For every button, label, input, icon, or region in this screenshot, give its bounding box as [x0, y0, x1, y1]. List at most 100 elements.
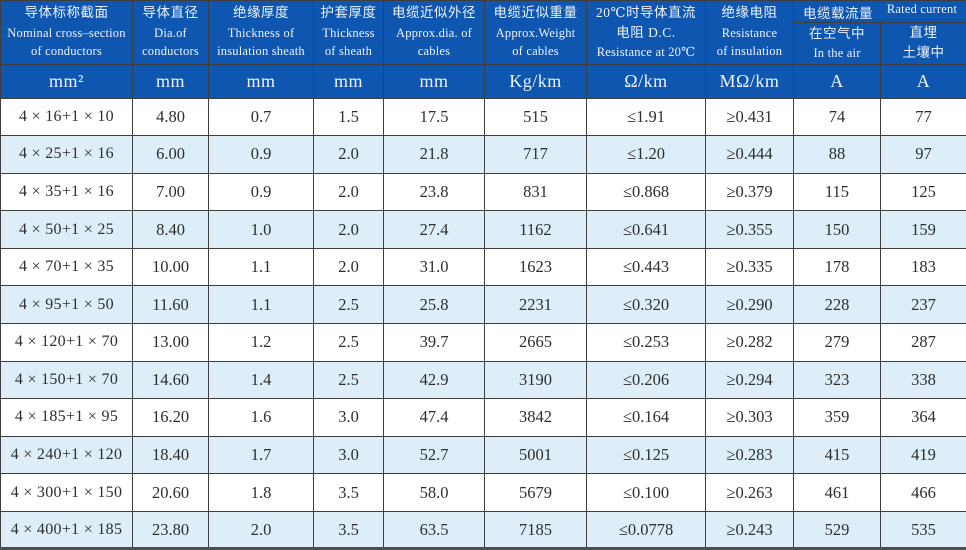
header-line-en: Nominal cross–section — [3, 24, 130, 43]
table-cell: ≤1.91 — [587, 98, 706, 136]
header-line-zh: 护套厚度 — [316, 3, 381, 23]
table-cell: 42.9 — [384, 361, 485, 399]
unit-cell: Ω/km — [587, 64, 706, 98]
table-cell: 3.0 — [314, 436, 384, 474]
table-cell: ≤0.253 — [587, 323, 706, 361]
header-line-en: of sheath — [316, 42, 381, 61]
header-line-zh: 土壤中 — [883, 43, 964, 63]
unit-cell: mm — [133, 64, 209, 98]
header-line-zh: 导体直径 — [135, 3, 206, 23]
header-line-en: Dia.of — [135, 24, 206, 43]
table-cell: 13.00 — [133, 323, 209, 361]
col-header-rated-current-group: 电缆载流量 Rated current — [794, 1, 966, 23]
table-cell: 16.20 — [133, 399, 209, 437]
table-cell: 2.5 — [314, 286, 384, 324]
table-cell: 359 — [794, 399, 881, 437]
table-cell: 4 × 35+1 × 16 — [1, 173, 133, 211]
table-cell: 4 × 70+1 × 35 — [1, 248, 133, 286]
table-cell: 7.00 — [133, 173, 209, 211]
col-header-insulation-thickness: 绝缘厚度 Thickness of insulation sheath — [209, 1, 314, 65]
table-cell: 20.60 — [133, 474, 209, 512]
col-header-approx-diameter: 电缆近似外径 Approx.dia. of cables — [384, 1, 485, 65]
header-line-zh: 电缆近似外径 — [386, 3, 482, 23]
table-cell: 4 × 50+1 × 25 — [1, 211, 133, 249]
header-line-en: of cables — [487, 42, 584, 61]
header-line-en: Resistance — [708, 24, 791, 43]
table-cell: 287 — [881, 323, 966, 361]
table-cell: ≥0.379 — [706, 173, 794, 211]
table-cell: ≤0.125 — [587, 436, 706, 474]
unit-cell: mm² — [1, 64, 133, 98]
table-cell: ≤0.443 — [587, 248, 706, 286]
table-header: 导体标称截面 Nominal cross–section of conducto… — [1, 1, 966, 99]
table-cell: 1.1 — [209, 286, 314, 324]
col-header-buried-in-soil: 直埋 土壤中 — [881, 23, 966, 65]
header-line-en: cables — [386, 42, 482, 61]
table-cell: 97 — [881, 136, 966, 174]
header-line-zh: 电缆近似重量 — [487, 3, 584, 23]
table-cell: 1.2 — [209, 323, 314, 361]
table-cell: 419 — [881, 436, 966, 474]
table-cell: 4 × 95+1 × 50 — [1, 286, 133, 324]
rated-current-split: 电缆载流量 Rated current — [796, 2, 964, 22]
table-cell: 1.6 — [209, 399, 314, 437]
table-cell: 4 × 150+1 × 70 — [1, 361, 133, 399]
table-cell: 3.0 — [314, 399, 384, 437]
rated-current-en: Rated current — [880, 2, 964, 22]
table-cell: 2.5 — [314, 323, 384, 361]
table-cell: 27.4 — [384, 211, 485, 249]
table-cell: 2.0 — [314, 173, 384, 211]
table-cell: 5001 — [485, 436, 587, 474]
header-line-zh: 导体标称截面 — [3, 3, 130, 23]
col-header-nominal-cross-section: 导体标称截面 Nominal cross–section of conducto… — [1, 1, 133, 65]
header-line-zh: 20℃时导体直流 — [589, 3, 703, 23]
table-cell: 2.0 — [209, 511, 314, 549]
table-cell: ≥0.294 — [706, 361, 794, 399]
table-cell: 5679 — [485, 474, 587, 512]
table-cell: ≤0.868 — [587, 173, 706, 211]
table-cell: 4 × 240+1 × 120 — [1, 436, 133, 474]
table-cell: 159 — [881, 211, 966, 249]
table-cell: ≤0.641 — [587, 211, 706, 249]
header-line-en: Thickness of — [211, 24, 311, 43]
table-cell: 2.0 — [314, 211, 384, 249]
table-cell: 183 — [881, 248, 966, 286]
table-cell: 88 — [794, 136, 881, 174]
header-line-en: of conductors — [3, 42, 130, 61]
table-cell: ≤0.206 — [587, 361, 706, 399]
rated-current-zh: 电缆载流量 — [796, 2, 880, 22]
table-cell: 461 — [794, 474, 881, 512]
table-cell: 415 — [794, 436, 881, 474]
table-cell: 4 × 300+1 × 150 — [1, 474, 133, 512]
table-cell: 4 × 120+1 × 70 — [1, 323, 133, 361]
table-cell: 1162 — [485, 211, 587, 249]
header-line-en: In the air — [796, 44, 878, 63]
table-cell: 6.00 — [133, 136, 209, 174]
table-cell: 2.0 — [314, 136, 384, 174]
table-cell: 4 × 25+1 × 16 — [1, 136, 133, 174]
table-cell: 1.1 — [209, 248, 314, 286]
col-header-approx-weight: 电缆近似重量 Approx.Weight of cables — [485, 1, 587, 65]
header-line-en: conductors — [135, 42, 206, 61]
table-cell: 1.7 — [209, 436, 314, 474]
table-cell: ≤0.0778 — [587, 511, 706, 549]
unit-cell: A — [794, 64, 881, 98]
col-header-dc-resistance: 20℃时导体直流 电阻 D.C. Resistance at 20℃ — [587, 1, 706, 65]
table-cell: 58.0 — [384, 474, 485, 512]
table-cell: 3190 — [485, 361, 587, 399]
header-row-main: 导体标称截面 Nominal cross–section of conducto… — [1, 1, 966, 23]
col-header-conductor-diameter: 导体直径 Dia.of conductors — [133, 1, 209, 65]
table-cell: 515 — [485, 98, 587, 136]
table-cell: 18.40 — [133, 436, 209, 474]
table-cell: 39.7 — [384, 323, 485, 361]
unit-cell: MΩ/km — [706, 64, 794, 98]
table-cell: 14.60 — [133, 361, 209, 399]
table-cell: 0.9 — [209, 173, 314, 211]
